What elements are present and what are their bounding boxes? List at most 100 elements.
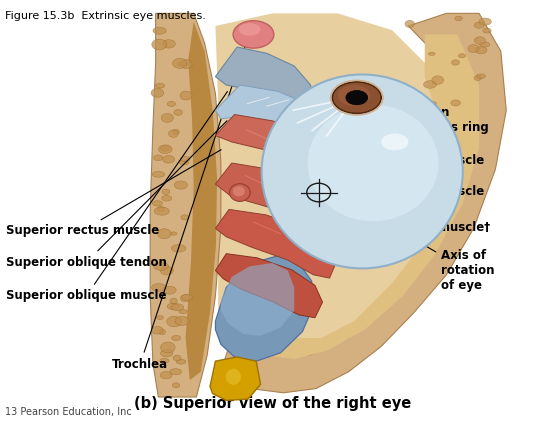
Ellipse shape — [262, 74, 463, 269]
Ellipse shape — [332, 82, 381, 113]
Ellipse shape — [173, 355, 181, 361]
Ellipse shape — [153, 27, 166, 34]
Ellipse shape — [170, 298, 177, 304]
Polygon shape — [215, 47, 313, 106]
Ellipse shape — [167, 101, 175, 107]
Ellipse shape — [167, 316, 181, 327]
Polygon shape — [251, 34, 479, 359]
Ellipse shape — [160, 371, 172, 379]
Ellipse shape — [426, 101, 437, 107]
Ellipse shape — [158, 229, 171, 239]
Ellipse shape — [152, 171, 165, 177]
Ellipse shape — [483, 28, 491, 33]
Ellipse shape — [154, 207, 169, 215]
Text: 13 Pearson Education, Inc: 13 Pearson Education, Inc — [5, 407, 132, 417]
Ellipse shape — [474, 37, 486, 44]
Ellipse shape — [181, 294, 192, 300]
Ellipse shape — [178, 61, 187, 66]
Ellipse shape — [474, 22, 484, 28]
Ellipse shape — [162, 189, 170, 195]
Ellipse shape — [154, 262, 168, 270]
Ellipse shape — [175, 316, 189, 325]
Polygon shape — [215, 209, 337, 278]
Ellipse shape — [455, 16, 462, 21]
Ellipse shape — [158, 206, 165, 212]
Ellipse shape — [233, 186, 245, 196]
Ellipse shape — [181, 215, 189, 220]
Ellipse shape — [172, 335, 181, 341]
Text: Inferior
rectus muscle†: Inferior rectus muscle† — [300, 206, 490, 234]
Ellipse shape — [171, 244, 186, 252]
Text: Superior oblique muscle: Superior oblique muscle — [6, 91, 227, 302]
Ellipse shape — [179, 160, 189, 165]
Ellipse shape — [152, 327, 163, 334]
Ellipse shape — [451, 100, 461, 106]
Ellipse shape — [174, 110, 183, 115]
Polygon shape — [215, 85, 324, 138]
Ellipse shape — [172, 383, 180, 388]
Polygon shape — [218, 14, 506, 393]
Ellipse shape — [160, 358, 169, 363]
Text: Superior rectus muscle: Superior rectus muscle — [6, 150, 221, 237]
Ellipse shape — [381, 134, 408, 150]
Ellipse shape — [346, 91, 368, 105]
Ellipse shape — [229, 184, 250, 201]
Ellipse shape — [405, 20, 414, 27]
Ellipse shape — [173, 129, 179, 135]
Ellipse shape — [152, 284, 166, 291]
Text: Superior oblique tendon: Superior oblique tendon — [6, 121, 227, 269]
Polygon shape — [215, 256, 313, 361]
Ellipse shape — [151, 88, 163, 97]
Ellipse shape — [177, 359, 186, 364]
Text: Figure 15.3b  Extrinsic eye muscles.: Figure 15.3b Extrinsic eye muscles. — [5, 11, 206, 21]
Ellipse shape — [167, 303, 179, 310]
Ellipse shape — [168, 130, 178, 137]
Polygon shape — [215, 14, 446, 363]
Ellipse shape — [479, 18, 492, 25]
Ellipse shape — [161, 146, 170, 151]
Polygon shape — [221, 263, 294, 336]
Ellipse shape — [180, 91, 192, 100]
Ellipse shape — [452, 60, 459, 65]
Text: Axis of
rotation
of eye: Axis of rotation of eye — [340, 196, 494, 292]
Ellipse shape — [428, 52, 435, 55]
Text: Common
tendinous ring: Common tendinous ring — [286, 106, 489, 134]
Polygon shape — [215, 163, 343, 235]
Ellipse shape — [161, 195, 172, 201]
Ellipse shape — [180, 60, 192, 69]
Ellipse shape — [160, 266, 173, 275]
Ellipse shape — [174, 181, 187, 189]
Ellipse shape — [468, 44, 479, 52]
Ellipse shape — [155, 83, 165, 88]
Ellipse shape — [156, 316, 164, 319]
Ellipse shape — [308, 105, 438, 221]
Ellipse shape — [233, 21, 274, 48]
Ellipse shape — [162, 156, 174, 163]
Polygon shape — [210, 357, 261, 401]
Polygon shape — [215, 115, 349, 188]
Ellipse shape — [239, 23, 261, 36]
Ellipse shape — [338, 85, 371, 106]
Ellipse shape — [159, 145, 172, 154]
Ellipse shape — [161, 113, 173, 122]
Ellipse shape — [432, 76, 444, 84]
Ellipse shape — [169, 369, 181, 375]
Polygon shape — [215, 254, 323, 318]
Text: Trochlea: Trochlea — [112, 44, 246, 371]
Text: Medial
rectus muscle: Medial rectus muscle — [294, 170, 485, 198]
Ellipse shape — [458, 54, 465, 58]
Ellipse shape — [160, 349, 173, 357]
Ellipse shape — [152, 39, 167, 50]
Ellipse shape — [161, 342, 175, 353]
Ellipse shape — [153, 201, 162, 206]
Polygon shape — [185, 22, 217, 380]
Ellipse shape — [159, 330, 166, 335]
Polygon shape — [150, 14, 221, 397]
Ellipse shape — [480, 42, 490, 47]
Ellipse shape — [475, 47, 487, 54]
Text: (b) Superior view of the right eye: (b) Superior view of the right eye — [134, 396, 411, 411]
Text: Lateral
rectus muscle: Lateral rectus muscle — [292, 139, 485, 168]
Ellipse shape — [171, 304, 184, 310]
Ellipse shape — [180, 295, 190, 302]
Ellipse shape — [476, 74, 486, 78]
